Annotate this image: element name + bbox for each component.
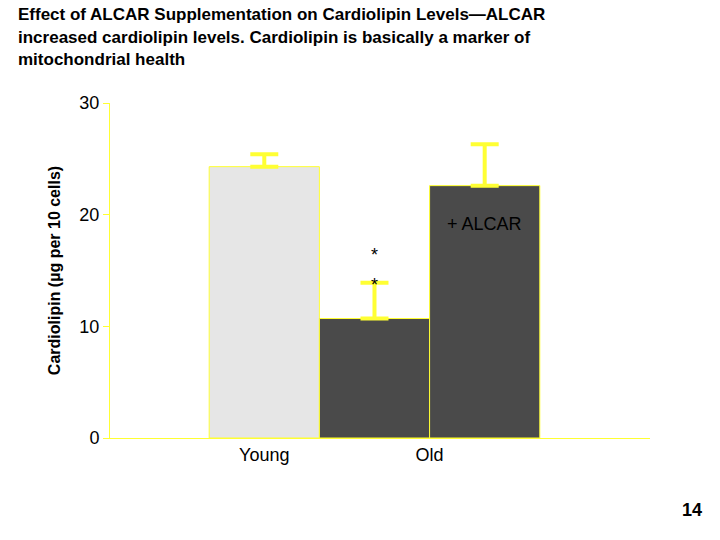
svg-text:Effect of ALCAR Supplementatio: Effect of ALCAR Supplementation on Cardi… — [18, 5, 545, 68]
svg-text:*: * — [371, 245, 378, 265]
svg-text:0: 0 — [89, 428, 99, 448]
svg-text:10: 10 — [79, 317, 99, 337]
svg-text:+ ALCAR: + ALCAR — [447, 214, 522, 234]
svg-text:20: 20 — [79, 205, 99, 225]
svg-text:*: * — [371, 275, 378, 295]
svg-text:14: 14 — [682, 500, 702, 520]
svg-text:Cardiolipin (µg per 10 cells): Cardiolipin (µg per 10 cells) — [46, 166, 63, 375]
svg-text:Young: Young — [239, 445, 289, 465]
svg-text:30: 30 — [79, 93, 99, 113]
svg-text:Old: Old — [416, 445, 444, 465]
